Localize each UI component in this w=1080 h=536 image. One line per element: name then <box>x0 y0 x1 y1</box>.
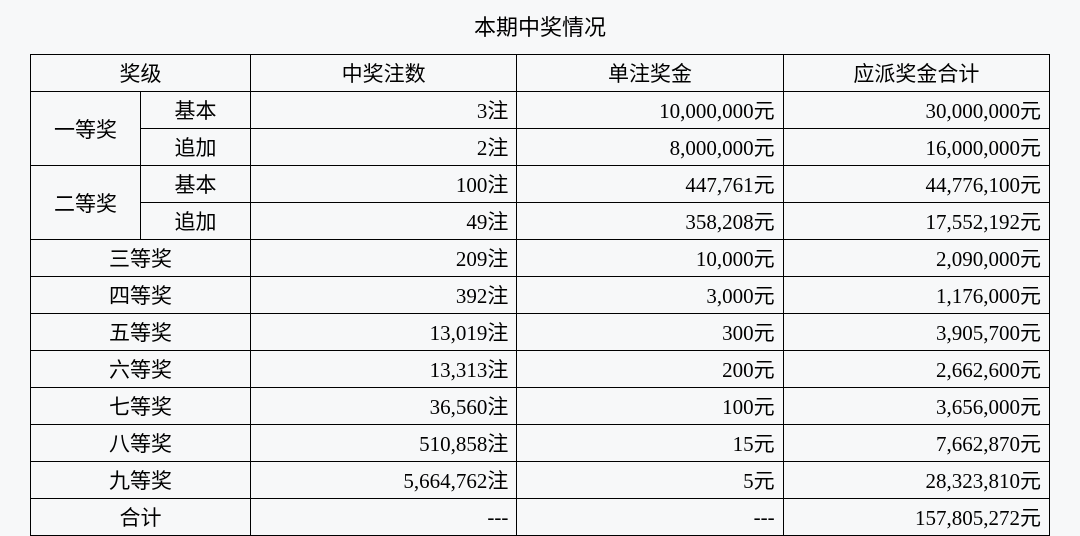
winning-count: 13,313注 <box>251 351 517 388</box>
unit-prize: 15元 <box>517 425 783 462</box>
unit-prize: 8,000,000元 <box>517 129 783 166</box>
table-row: 八等奖510,858注15元7,662,870元 <box>31 425 1050 462</box>
prize-level-label: 三等奖 <box>31 240 251 277</box>
unit-prize: 200元 <box>517 351 783 388</box>
winning-count: 3注 <box>251 92 517 129</box>
prize-table: 奖级 中奖注数 单注奖金 应派奖金合计 一等奖基本3注10,000,000元30… <box>30 54 1050 536</box>
table-row: 五等奖13,019注300元3,905,700元 <box>31 314 1050 351</box>
total-prize: 3,905,700元 <box>783 314 1049 351</box>
total-prize: 2,662,600元 <box>783 351 1049 388</box>
unit-prize: --- <box>517 499 783 536</box>
total-prize: 7,662,870元 <box>783 425 1049 462</box>
table-header-row: 奖级 中奖注数 单注奖金 应派奖金合计 <box>31 55 1050 92</box>
table-row: 一等奖基本3注10,000,000元30,000,000元 <box>31 92 1050 129</box>
page-title: 本期中奖情况 <box>30 10 1050 42</box>
winning-count: 36,560注 <box>251 388 517 425</box>
footer-label: 合计 <box>31 499 251 536</box>
prize-level-label: 七等奖 <box>31 388 251 425</box>
table-row: 三等奖209注10,000元2,090,000元 <box>31 240 1050 277</box>
prize-level-label: 五等奖 <box>31 314 251 351</box>
winning-count: 13,019注 <box>251 314 517 351</box>
table-row: 六等奖13,313注200元2,662,600元 <box>31 351 1050 388</box>
table-row: 追加49注358,208元17,552,192元 <box>31 203 1050 240</box>
total-prize: 17,552,192元 <box>783 203 1049 240</box>
header-count: 中奖注数 <box>251 55 517 92</box>
winning-count: --- <box>251 499 517 536</box>
prize-level-label: 八等奖 <box>31 425 251 462</box>
prize-sublabel: 追加 <box>141 129 251 166</box>
prize-sublabel: 追加 <box>141 203 251 240</box>
prize-level-label: 六等奖 <box>31 351 251 388</box>
unit-prize: 10,000,000元 <box>517 92 783 129</box>
prize-level-label: 一等奖 <box>31 92 141 166</box>
total-prize: 28,323,810元 <box>783 462 1049 499</box>
unit-prize: 10,000元 <box>517 240 783 277</box>
header-level: 奖级 <box>31 55 251 92</box>
winning-count: 5,664,762注 <box>251 462 517 499</box>
prize-level-label: 四等奖 <box>31 277 251 314</box>
winning-count: 100注 <box>251 166 517 203</box>
unit-prize: 5元 <box>517 462 783 499</box>
table-row: 九等奖5,664,762注5元28,323,810元 <box>31 462 1050 499</box>
prize-level-label: 九等奖 <box>31 462 251 499</box>
winning-count: 392注 <box>251 277 517 314</box>
table-row: 七等奖36,560注100元3,656,000元 <box>31 388 1050 425</box>
table-row: 四等奖392注3,000元1,176,000元 <box>31 277 1050 314</box>
header-unit: 单注奖金 <box>517 55 783 92</box>
unit-prize: 358,208元 <box>517 203 783 240</box>
total-prize: 30,000,000元 <box>783 92 1049 129</box>
total-prize: 44,776,100元 <box>783 166 1049 203</box>
unit-prize: 100元 <box>517 388 783 425</box>
unit-prize: 3,000元 <box>517 277 783 314</box>
unit-prize: 300元 <box>517 314 783 351</box>
unit-prize: 447,761元 <box>517 166 783 203</box>
winning-count: 49注 <box>251 203 517 240</box>
header-total: 应派奖金合计 <box>783 55 1049 92</box>
total-prize: 16,000,000元 <box>783 129 1049 166</box>
total-prize: 1,176,000元 <box>783 277 1049 314</box>
winning-count: 209注 <box>251 240 517 277</box>
total-prize: 3,656,000元 <box>783 388 1049 425</box>
prize-sublabel: 基本 <box>141 166 251 203</box>
prize-sublabel: 基本 <box>141 92 251 129</box>
winning-count: 2注 <box>251 129 517 166</box>
total-prize: 2,090,000元 <box>783 240 1049 277</box>
winning-count: 510,858注 <box>251 425 517 462</box>
table-row: 追加2注8,000,000元16,000,000元 <box>31 129 1050 166</box>
total-prize: 157,805,272元 <box>783 499 1049 536</box>
table-footer-row: 合计------157,805,272元 <box>31 499 1050 536</box>
table-row: 二等奖基本100注447,761元44,776,100元 <box>31 166 1050 203</box>
prize-level-label: 二等奖 <box>31 166 141 240</box>
